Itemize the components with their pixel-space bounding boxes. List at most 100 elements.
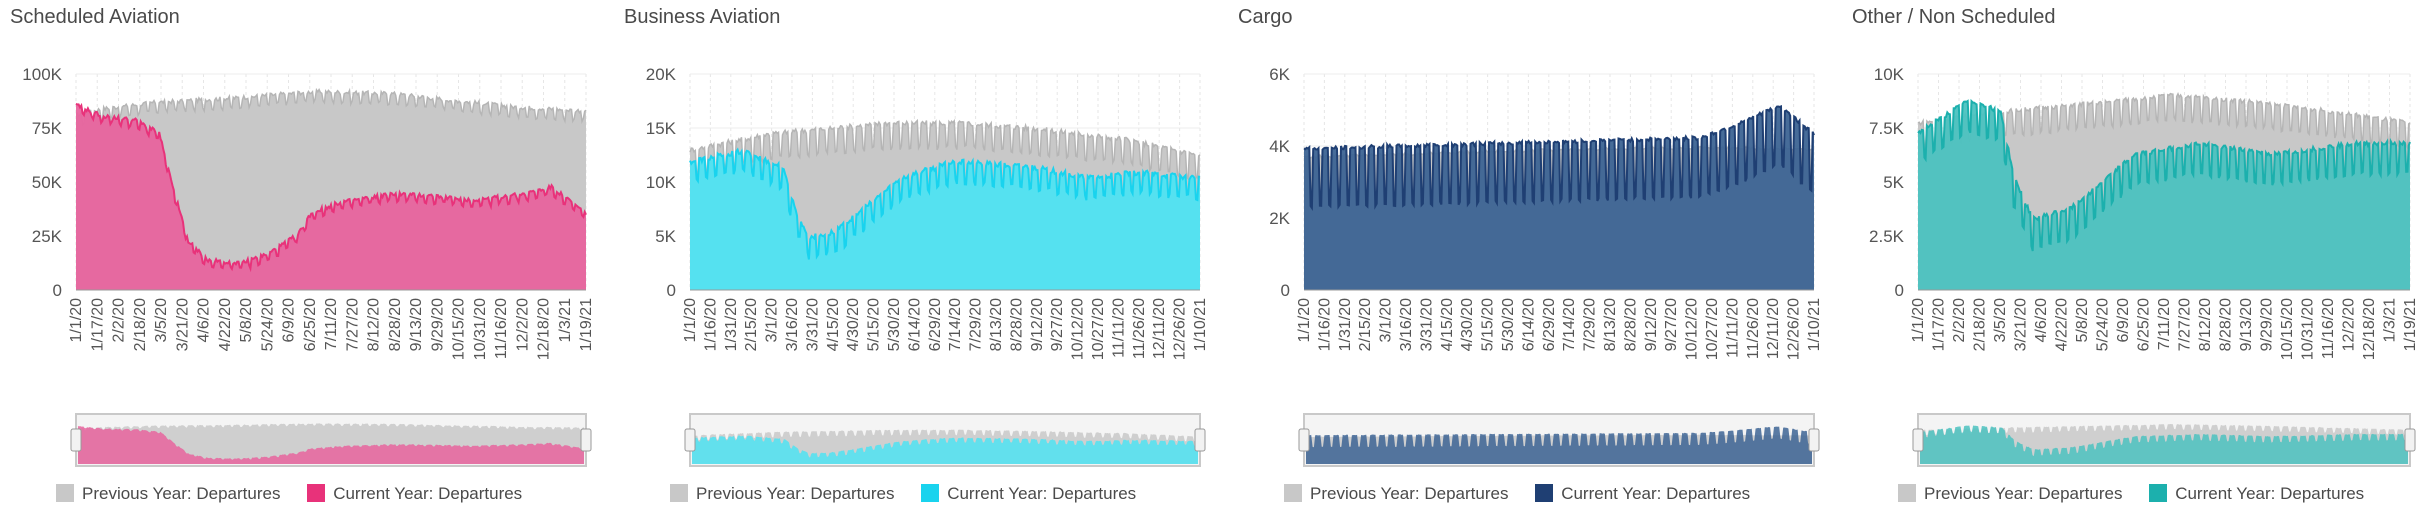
x-tick-label: 1/3/21 — [2382, 298, 2399, 343]
x-tick-label: 3/21/20 — [174, 298, 191, 351]
x-tick-label: 9/29/20 — [429, 298, 446, 351]
x-tick-label: 1/1/20 — [68, 298, 85, 343]
x-tick-label: 1/1/20 — [1910, 298, 1927, 343]
x-tick-label: 10/31/20 — [2300, 298, 2317, 360]
series-current-area[interactable] — [1918, 101, 2410, 290]
navigator-handle-right[interactable] — [580, 428, 592, 452]
legend-item-previous[interactable]: Previous Year: Departures — [1898, 484, 2122, 504]
x-tick-label: 8/28/20 — [1622, 298, 1639, 351]
legend-item-current[interactable]: Current Year: Departures — [921, 484, 1136, 504]
x-tick-label: 1/10/21 — [1806, 298, 1823, 351]
series-previous-line — [75, 87, 587, 127]
y-tick-label: 5K — [655, 227, 676, 246]
x-tick-label: 3/16/20 — [1398, 298, 1415, 351]
x-tick-label: 3/1/20 — [764, 298, 781, 343]
x-tick-label: 6/25/20 — [302, 298, 319, 351]
x-tick-label: 8/13/20 — [988, 298, 1005, 351]
x-tick-label: 11/26/20 — [1745, 298, 1762, 359]
chart-panel-business: Business Aviation 0 5K 10K 15K 20K 1/1/20 1/16… — [614, 0, 1222, 511]
navigator-handle-right[interactable] — [2404, 428, 2416, 452]
navigator-handle-right[interactable] — [1808, 428, 1820, 452]
x-tick-label: 12/11/20 — [1765, 298, 1782, 359]
x-tick-label: 7/14/20 — [947, 298, 964, 351]
legend-item-current[interactable]: Current Year: Departures — [1535, 484, 1750, 504]
x-tick-label: 7/11/20 — [2156, 298, 2173, 350]
series-current-line — [689, 147, 1201, 260]
chart-panel-scheduled: Scheduled Aviation 0 25K 50K 75K 100K 1/1/20 1… — [0, 0, 608, 511]
x-tick-label: 5/24/20 — [259, 298, 276, 351]
legend-item-previous[interactable]: Previous Year: Departures — [56, 484, 280, 504]
series-current-line — [1917, 98, 2411, 252]
x-tick-label: 12/2/20 — [2341, 298, 2358, 351]
legend-item-current[interactable]: Current Year: Departures — [2149, 484, 2364, 504]
x-tick-label: 9/27/20 — [1049, 298, 1066, 351]
legend-label-current: Current Year: Departures — [947, 484, 1137, 503]
chart-legend: Previous Year: Departures Current Year: … — [1284, 484, 1772, 504]
series-current-area[interactable] — [76, 103, 586, 290]
series-previous-line — [689, 118, 1201, 180]
series-current-area[interactable] — [1304, 106, 1814, 291]
x-tick-label: 4/30/20 — [845, 298, 862, 351]
y-tick-label: 7.5K — [1869, 119, 1905, 138]
x-tick-label: 12/11/20 — [1151, 298, 1168, 359]
y-tick-label: 0 — [667, 281, 676, 300]
legend-label-current: Current Year: Departures — [1561, 484, 1751, 503]
x-tick-label: 6/25/20 — [2136, 298, 2153, 351]
navigator-handle-right[interactable] — [1194, 428, 1206, 452]
legend-swatch-previous — [56, 484, 74, 502]
x-tick-label: 6/9/20 — [2115, 298, 2132, 343]
x-tick-label: 4/15/20 — [825, 298, 842, 351]
x-tick-label: 1/19/21 — [2402, 298, 2419, 351]
legend-item-previous[interactable]: Previous Year: Departures — [670, 484, 894, 504]
x-tick-label: 10/15/20 — [2279, 298, 2296, 360]
y-tick-label: 10K — [646, 173, 677, 192]
x-tick-label: 3/31/20 — [804, 298, 821, 351]
legend-swatch-current — [2149, 484, 2168, 502]
legend-item-current[interactable]: Current Year: Departures — [307, 484, 522, 504]
x-tick-label: 10/12/20 — [1684, 298, 1701, 360]
x-tick-label: 7/27/20 — [2177, 298, 2194, 351]
x-tick-label: 8/12/20 — [366, 298, 383, 351]
navigator-handle-left[interactable] — [684, 428, 696, 452]
x-tick-label: 9/12/20 — [1643, 298, 1660, 351]
legend-label-previous: Previous Year: Departures — [696, 484, 895, 503]
x-tick-label: 3/31/20 — [1418, 298, 1435, 351]
legend-label-previous: Previous Year: Departures — [1310, 484, 1509, 503]
y-tick-label: 75K — [32, 119, 63, 138]
legend-label-previous: Previous Year: Departures — [82, 484, 281, 503]
x-tick-label: 11/16/20 — [2320, 298, 2337, 359]
x-tick-label: 12/2/20 — [514, 298, 531, 351]
x-tick-label: 1/19/21 — [578, 298, 595, 351]
x-tick-label: 4/22/20 — [2054, 298, 2071, 351]
x-tick-label: 4/30/20 — [1459, 298, 1476, 351]
navigator-handle-left[interactable] — [1298, 428, 1310, 452]
navigator-handle-left[interactable] — [1912, 428, 1924, 452]
y-tick-label: 0 — [53, 281, 62, 300]
x-tick-label: 10/27/20 — [1090, 298, 1107, 360]
series-current-area[interactable] — [690, 149, 1200, 290]
x-tick-label: 5/8/20 — [238, 298, 255, 343]
x-tick-label: 10/15/20 — [451, 298, 468, 360]
navigator-series-current — [692, 435, 1198, 464]
x-tick-label: 12/26/20 — [1786, 298, 1803, 360]
legend-swatch-previous — [670, 484, 688, 502]
legend-swatch-current — [307, 484, 326, 502]
x-tick-label: 5/8/20 — [2074, 298, 2091, 343]
x-tick-label: 1/1/20 — [1296, 298, 1313, 343]
y-tick-label: 5K — [1883, 173, 1904, 192]
legend-item-previous[interactable]: Previous Year: Departures — [1284, 484, 1508, 504]
y-tick-label: 2.5K — [1869, 227, 1905, 246]
chart-legend: Previous Year: Departures Current Year: … — [56, 484, 544, 504]
x-tick-label: 7/11/20 — [323, 298, 340, 350]
x-tick-label: 8/12/20 — [2197, 298, 2214, 351]
x-tick-label: 7/29/20 — [1582, 298, 1599, 351]
navigator-handle-left[interactable] — [70, 428, 82, 452]
x-tick-label: 1/10/21 — [1192, 298, 1209, 351]
x-tick-label: 1/31/20 — [1337, 298, 1354, 351]
x-tick-label: 2/2/20 — [1951, 298, 1968, 343]
x-tick-label: 6/29/20 — [927, 298, 944, 351]
x-tick-label: 1/16/20 — [702, 298, 719, 351]
x-tick-label: 11/11/20 — [1724, 298, 1741, 358]
x-tick-label: 6/9/20 — [281, 298, 298, 343]
x-tick-label: 4/6/20 — [2033, 298, 2050, 343]
